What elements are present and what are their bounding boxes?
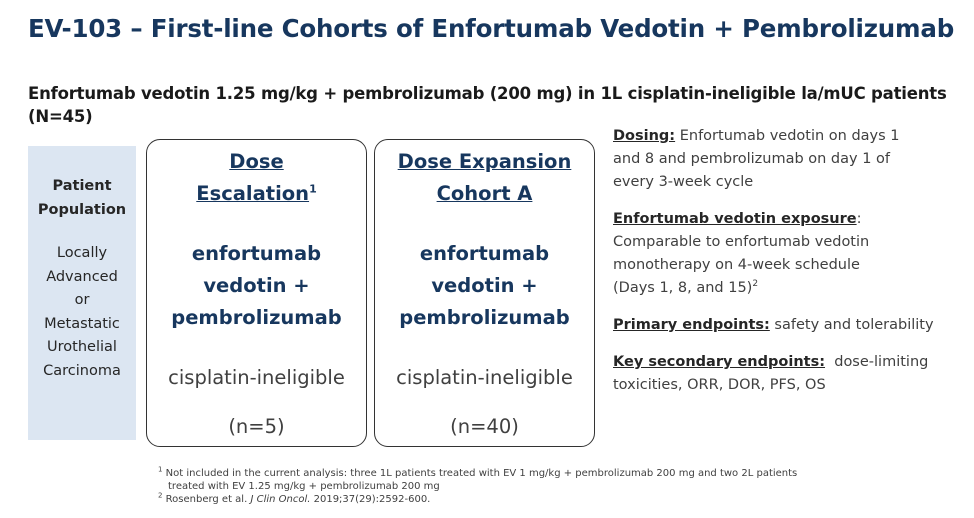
cohort-dose-expansion-a: Dose Expansion Cohort A enfortumab vedot… [374, 139, 595, 447]
footnote-1-continued: treated with EV 1.25 mg/kg + pembrolizum… [168, 481, 440, 492]
secondary-endpoints-label: Key secondary endpoints: [613, 354, 826, 370]
population-heading: Patient Population [37, 178, 127, 218]
dosing-label: Dosing: [613, 128, 676, 144]
primary-endpoints-label: Primary endpoints: [613, 317, 770, 333]
cohort-sample-size: (n=5) [228, 415, 285, 438]
footnote-2: 2 Rosenberg et al. J Clin Oncol. 2019;37… [158, 491, 431, 505]
footnote-1: 1 Not included in the current analysis: … [158, 465, 798, 479]
cohort-title: Dose Expansion Cohort A [397, 150, 572, 205]
slide-subtitle: Enfortumab vedotin 1.25 mg/kg + pembroli… [28, 84, 947, 126]
cohort-eligibility: cisplatin-ineligible [168, 366, 345, 389]
cohort-sample-size: (n=40) [450, 415, 519, 438]
cohort-dose-escalation: Dose Escalation1 enfortumab vedotin + pe… [146, 139, 367, 447]
cohort-treatment: enfortumab vedotin + pembrolizumab [399, 242, 570, 329]
population-description: Locally Advanced or Metastatic Urothelia… [43, 245, 121, 379]
primary-endpoints-section: Primary endpoints: safety and tolerabili… [613, 317, 934, 333]
footnote-ref: 1 [309, 182, 317, 196]
study-details: Dosing: Enfortumab vedotin on days 1 and… [613, 125, 963, 411]
cohort-eligibility: cisplatin-ineligible [396, 366, 573, 389]
secondary-endpoints-section: Key secondary endpoints: dose-limiting t… [613, 354, 929, 393]
cohort-treatment: enfortumab vedotin + pembrolizumab [171, 242, 342, 329]
footnote-ref: 2 [752, 279, 759, 290]
patient-population-box: Patient Population Locally Advanced or M… [28, 146, 136, 440]
slide-title: EV-103 – First-line Cohorts of Enfortuma… [28, 14, 955, 43]
cohort-title: Dose Escalation1 [196, 150, 317, 205]
footnotes: 1 Not included in the current analysis: … [158, 465, 858, 506]
exposure-section: Enfortumab vedotin exposure: Comparable … [613, 211, 870, 296]
exposure-label: Enfortumab vedotin exposure [613, 211, 857, 227]
dosing-section: Dosing: Enfortumab vedotin on days 1 and… [613, 128, 900, 190]
